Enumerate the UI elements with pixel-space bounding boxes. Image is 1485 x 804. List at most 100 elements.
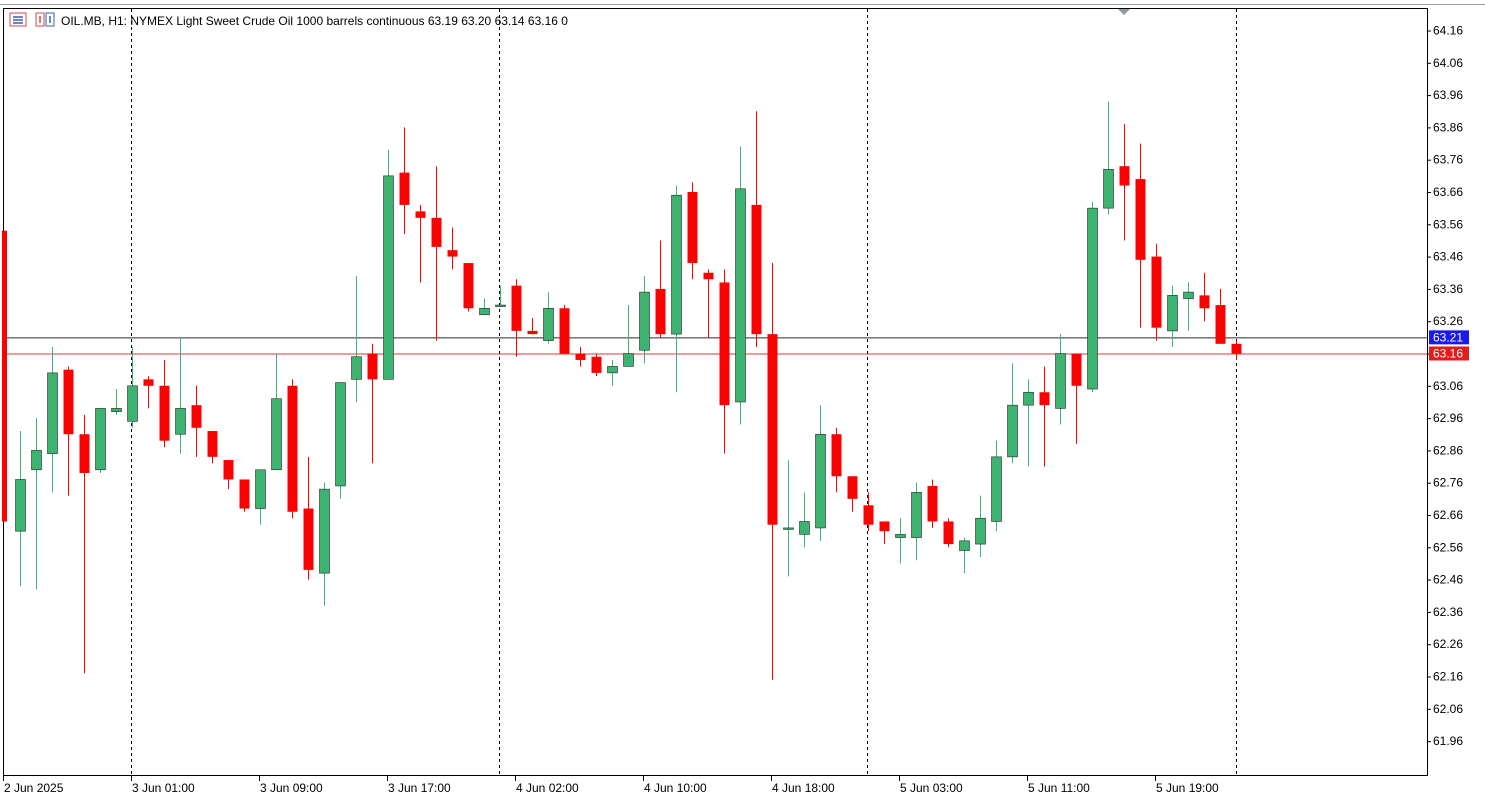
candle-body xyxy=(111,408,122,412)
candle-body xyxy=(287,385,298,512)
price-tick-label: 63.36 xyxy=(1433,282,1463,296)
candle xyxy=(383,150,394,380)
candle-body xyxy=(495,304,506,307)
candle xyxy=(191,385,202,457)
candle xyxy=(1039,366,1050,467)
one-click-trading-icon[interactable] xyxy=(35,12,55,27)
candle-body xyxy=(1103,169,1114,209)
ask-price-label: 63.21 xyxy=(1433,330,1463,344)
candle-body xyxy=(895,534,906,538)
candle-body xyxy=(223,460,234,480)
bid-price-label: 63.16 xyxy=(1433,347,1463,361)
chart-shift-marker-icon[interactable] xyxy=(1118,9,1130,15)
candle xyxy=(431,166,442,341)
candle-body xyxy=(1071,353,1082,386)
candle-body xyxy=(335,382,346,487)
candle xyxy=(543,292,554,344)
price-tick-label: 63.76 xyxy=(1433,153,1463,167)
candle xyxy=(991,440,1002,532)
candle-body xyxy=(1183,291,1194,299)
candle-body xyxy=(559,308,570,354)
candle-body xyxy=(159,385,170,441)
candle-body xyxy=(2,230,7,522)
price-tick-label: 63.56 xyxy=(1433,217,1463,231)
candle xyxy=(751,111,762,348)
candle xyxy=(975,495,986,557)
price-tick-label: 63.96 xyxy=(1433,88,1463,102)
candle xyxy=(703,269,714,338)
price-tick-label: 62.76 xyxy=(1433,476,1463,490)
candle-body xyxy=(1199,295,1210,309)
candle-body xyxy=(927,485,938,522)
candle-body xyxy=(639,291,650,351)
candle-body xyxy=(463,263,474,309)
candle xyxy=(879,521,890,545)
candle xyxy=(1199,272,1210,322)
candle-body xyxy=(1007,404,1018,458)
candle xyxy=(719,269,730,454)
candle-body xyxy=(351,356,362,380)
candle xyxy=(1007,363,1018,464)
candle-body xyxy=(239,479,250,509)
candle-body xyxy=(207,431,218,457)
period-separators xyxy=(131,9,1237,775)
candle xyxy=(95,408,106,474)
time-tick-label: 4 Jun 10:00 xyxy=(644,781,707,795)
candle xyxy=(399,127,410,234)
candle-body xyxy=(319,488,330,574)
candle-body xyxy=(1215,305,1226,344)
candle-body xyxy=(1023,391,1034,406)
candle xyxy=(63,366,74,496)
price-tick-label: 62.16 xyxy=(1433,670,1463,684)
price-tick-label: 62.46 xyxy=(1433,573,1463,587)
candle-body xyxy=(47,372,58,454)
candle xyxy=(1215,288,1226,344)
candle-body xyxy=(783,527,794,530)
candle xyxy=(1119,124,1130,241)
candle xyxy=(447,227,458,270)
candle-body xyxy=(31,450,42,471)
candle xyxy=(271,353,282,471)
candle xyxy=(15,431,26,587)
candle-body xyxy=(1039,392,1050,406)
candle xyxy=(607,359,618,386)
price-tick-label: 62.26 xyxy=(1433,637,1463,651)
price-tick-label: 63.66 xyxy=(1433,185,1463,199)
candle-body xyxy=(447,250,458,257)
candle-body xyxy=(175,408,186,435)
candlestick-series xyxy=(2,101,1242,680)
candle-body xyxy=(879,521,890,532)
ask-price-label-background xyxy=(1429,330,1469,345)
time-tick-label: 5 Jun 19:00 xyxy=(1156,781,1219,795)
candle xyxy=(159,359,170,448)
candle-body xyxy=(1119,166,1130,186)
candle xyxy=(495,285,506,307)
candle xyxy=(927,479,938,528)
price-tick-label: 63.86 xyxy=(1433,120,1463,134)
candle xyxy=(847,476,858,512)
price-tick-label: 64.16 xyxy=(1433,24,1463,38)
candle xyxy=(319,482,330,606)
candle-body xyxy=(751,204,762,335)
candle xyxy=(559,305,570,354)
candle-body xyxy=(1167,295,1178,332)
candle-body xyxy=(271,398,282,471)
candle-body xyxy=(831,434,842,477)
candle-body xyxy=(255,469,266,509)
candle-body xyxy=(815,433,826,529)
price-tick-label: 62.56 xyxy=(1433,540,1463,554)
candle-body xyxy=(863,505,874,525)
price-tick-label: 62.36 xyxy=(1433,605,1463,619)
trade-list-icon[interactable] xyxy=(9,12,27,27)
candle-body xyxy=(575,353,586,360)
candle xyxy=(1167,285,1178,348)
candle xyxy=(527,317,538,335)
candle-body xyxy=(799,521,810,535)
price-tick-label: 62.06 xyxy=(1433,702,1463,716)
price-tick-label: 63.06 xyxy=(1433,379,1463,393)
candle xyxy=(639,275,650,364)
candle xyxy=(959,537,970,574)
candle xyxy=(1183,282,1194,331)
